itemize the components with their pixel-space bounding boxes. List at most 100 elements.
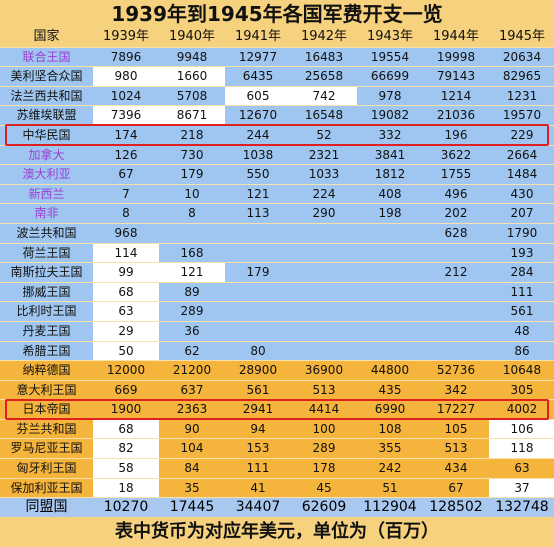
column-header-country: 国家 xyxy=(0,28,93,48)
table-row: 联合王国 7896 9948 12977 16483 19554 19998 20634 xyxy=(0,47,554,68)
spending-value: 179 xyxy=(159,164,225,185)
spending-value: 342 xyxy=(423,380,489,401)
country-name: 波兰共和国 xyxy=(0,223,93,244)
country-name: 意大利王国 xyxy=(0,380,93,401)
spending-value: 126 xyxy=(93,145,159,166)
spending-value xyxy=(291,341,357,362)
country-name: 希腊王国 xyxy=(0,341,93,362)
table-row: 中华民国 174 218 244 52 332 196 229 xyxy=(0,125,554,146)
spending-value: 178 xyxy=(291,458,357,479)
spending-value: 2941 xyxy=(225,399,291,420)
spending-value: 18 xyxy=(93,478,159,499)
spending-value: 50 xyxy=(93,341,159,362)
spending-value: 121 xyxy=(159,262,225,283)
spending-value: 1231 xyxy=(489,86,554,107)
spending-value: 84 xyxy=(159,458,225,479)
spending-value: 434 xyxy=(423,458,489,479)
column-header-year: 1941年 xyxy=(225,28,291,48)
spending-value: 90 xyxy=(159,419,225,440)
spending-value: 68 xyxy=(93,419,159,440)
spending-value: 19570 xyxy=(489,105,554,126)
total-row: 同盟国 10270 17445 34407 62609 112904 128502 13274… xyxy=(0,497,554,518)
spending-value: 89 xyxy=(159,282,225,303)
spending-value xyxy=(291,262,357,283)
column-header-year: 1944年 xyxy=(423,28,489,48)
column-header-year: 1943年 xyxy=(357,28,423,48)
spending-value: 332 xyxy=(357,125,423,146)
spending-value xyxy=(159,223,225,244)
spending-value xyxy=(225,301,291,322)
table-row: 南非 8 8 113 290 198 202 207 xyxy=(0,203,554,224)
spending-value: 355 xyxy=(357,438,423,460)
spending-value: 114 xyxy=(93,243,159,264)
spending-value xyxy=(357,301,423,322)
spending-value: 21200 xyxy=(159,360,225,381)
spending-value: 82965 xyxy=(489,66,554,87)
country-name: 中华民国 xyxy=(0,125,93,146)
column-header-year: 1939年 xyxy=(93,28,159,48)
spending-value: 408 xyxy=(357,184,423,205)
spending-value: 242 xyxy=(357,458,423,479)
total-value: 128502 xyxy=(423,497,489,518)
spending-value: 435 xyxy=(357,380,423,401)
spending-value: 730 xyxy=(159,145,225,166)
spending-value: 113 xyxy=(225,203,291,224)
spending-value: 16483 xyxy=(291,47,357,68)
spending-value: 118 xyxy=(489,438,554,460)
spending-value: 153 xyxy=(225,438,291,460)
spending-value: 289 xyxy=(159,301,225,322)
spending-value: 207 xyxy=(489,203,554,224)
table-row: 保加利亚王国 18 35 41 45 51 67 37 xyxy=(0,478,554,499)
spending-value: 1660 xyxy=(159,66,225,87)
country-name: 新西兰 xyxy=(0,184,93,205)
table-row: 新西兰 7 10 121 224 408 496 430 xyxy=(0,184,554,205)
spending-value: 67 xyxy=(93,164,159,185)
spending-value: 16548 xyxy=(291,105,357,126)
spending-value: 289 xyxy=(291,438,357,460)
spending-value: 111 xyxy=(489,282,554,303)
spending-value: 7896 xyxy=(93,47,159,68)
spending-value: 980 xyxy=(93,66,159,87)
total-value: 112904 xyxy=(357,497,423,518)
country-name: 挪威王国 xyxy=(0,282,93,303)
spending-value: 513 xyxy=(291,380,357,401)
spending-value xyxy=(291,321,357,342)
spending-value: 79143 xyxy=(423,66,489,87)
spending-value: 978 xyxy=(357,86,423,107)
table-row: 荷兰王国 114 168 193 xyxy=(0,243,554,264)
spending-value xyxy=(291,301,357,322)
spending-value: 174 xyxy=(93,125,159,146)
spending-value: 244 xyxy=(225,125,291,146)
spending-value: 7 xyxy=(93,184,159,205)
spending-value: 168 xyxy=(159,243,225,264)
spending-value: 99 xyxy=(93,262,159,283)
spending-value: 94 xyxy=(225,419,291,440)
spending-value: 100 xyxy=(291,419,357,440)
country-name: 荷兰王国 xyxy=(0,243,93,264)
country-name: 南斯拉夫王国 xyxy=(0,262,93,283)
table-row: 南斯拉夫王国 99 121 179 212 284 xyxy=(0,262,554,283)
spending-value xyxy=(357,243,423,264)
spending-value: 45 xyxy=(291,478,357,499)
spending-value: 430 xyxy=(489,184,554,205)
total-value: 34407 xyxy=(225,497,291,518)
page-title: 1939年到1945年各国军费开支一览 xyxy=(0,0,554,28)
spending-value: 121 xyxy=(225,184,291,205)
table-row: 意大利王国 669 637 561 513 435 342 305 xyxy=(0,380,554,401)
table-row: 丹麦王国 29 36 48 xyxy=(0,321,554,342)
spending-value: 25658 xyxy=(291,66,357,87)
total-value: 10270 xyxy=(93,497,159,518)
spending-value: 1024 xyxy=(93,86,159,107)
country-name: 丹麦王国 xyxy=(0,321,93,342)
spending-value: 637 xyxy=(159,380,225,401)
spending-value: 8 xyxy=(93,203,159,224)
spending-value xyxy=(225,282,291,303)
spending-value xyxy=(423,243,489,264)
column-header-year: 1940年 xyxy=(159,28,225,48)
table-row: 比利时王国 63 289 561 xyxy=(0,301,554,322)
spending-value: 20634 xyxy=(489,47,554,68)
spending-value: 51 xyxy=(357,478,423,499)
spending-value: 28900 xyxy=(225,360,291,381)
spending-value: 290 xyxy=(291,203,357,224)
spending-value: 68 xyxy=(93,282,159,303)
